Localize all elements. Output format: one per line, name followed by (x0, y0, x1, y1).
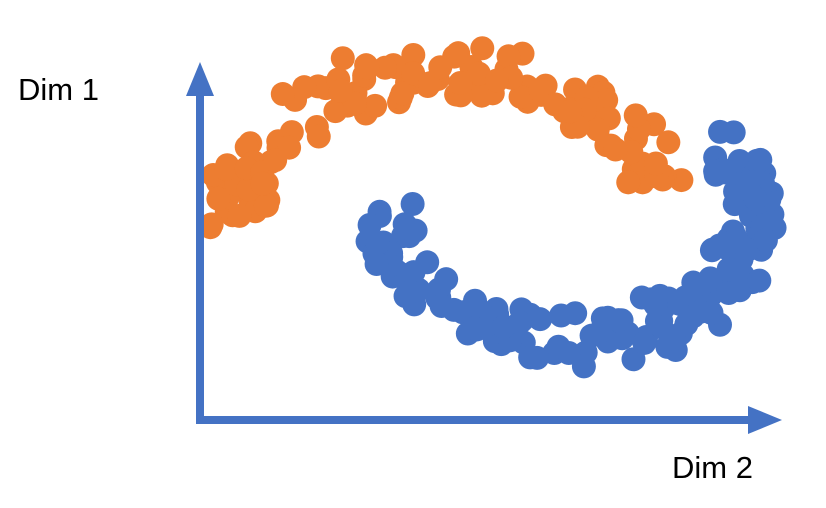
dot (470, 36, 495, 61)
horizontal-axis-label: Dim 2 (672, 450, 753, 485)
dot (227, 203, 252, 228)
dot (441, 297, 466, 322)
dot (250, 171, 275, 196)
vertical-axis-label: Dim 1 (18, 72, 99, 107)
dot (214, 157, 239, 182)
dot (594, 88, 619, 113)
dot (747, 268, 772, 293)
dot (616, 170, 641, 195)
dot (357, 212, 382, 237)
dot (528, 307, 553, 332)
point-cloud (198, 36, 787, 379)
dot (661, 326, 686, 351)
dot (507, 310, 532, 335)
vertical-arrowhead (186, 62, 214, 96)
horizontal-arrowhead (748, 406, 782, 434)
dot (306, 124, 331, 149)
dot (390, 81, 415, 106)
dot (508, 84, 533, 109)
dot (563, 301, 588, 326)
dot (525, 345, 550, 370)
dot (558, 99, 583, 124)
dot (206, 186, 231, 211)
dot (400, 192, 425, 217)
dot (681, 270, 706, 295)
dot (365, 231, 390, 256)
dot (328, 78, 353, 103)
dot (448, 70, 473, 95)
dot (496, 44, 521, 69)
dot (464, 293, 489, 318)
dot (716, 280, 741, 305)
dot (632, 330, 657, 355)
dot (446, 41, 471, 66)
dot (736, 177, 761, 202)
dot (681, 304, 706, 329)
dot (585, 117, 610, 142)
dot (623, 103, 648, 128)
dot (263, 148, 288, 173)
dot (398, 279, 423, 304)
dot (364, 252, 389, 277)
dot (330, 46, 355, 71)
dot (253, 193, 278, 218)
dot (753, 228, 778, 253)
dot (428, 55, 453, 80)
dot (735, 238, 760, 263)
dot (716, 257, 741, 282)
dot (590, 306, 615, 331)
dot (712, 160, 737, 185)
dot (355, 55, 380, 80)
dot (401, 42, 426, 67)
dot (466, 61, 491, 86)
dot (603, 137, 628, 162)
dot (434, 267, 459, 292)
dot (373, 55, 398, 80)
dot (323, 99, 348, 124)
dot (546, 334, 571, 359)
dot (748, 147, 773, 172)
dot (270, 82, 295, 107)
dot (484, 68, 509, 93)
dot (398, 217, 423, 242)
dot (199, 212, 224, 237)
dot (643, 151, 668, 176)
dot (469, 83, 494, 108)
dot (363, 93, 388, 118)
dot (656, 130, 681, 155)
dot (721, 120, 746, 145)
dot (643, 292, 668, 317)
